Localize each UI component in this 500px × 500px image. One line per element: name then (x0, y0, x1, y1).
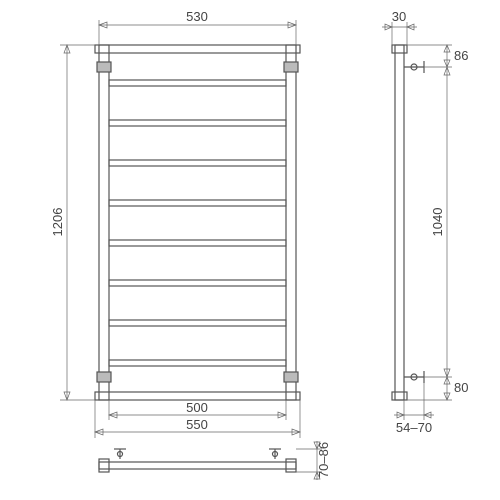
label-1040: 1040 (430, 208, 445, 237)
top-view: 70–86 (99, 441, 331, 480)
dimension-drawing: 530 1206 500 550 (0, 0, 500, 500)
dim-80: 80 (407, 377, 468, 400)
label-70-86: 70–86 (316, 442, 331, 478)
label-86: 86 (454, 48, 468, 63)
bracket-bottom (404, 371, 424, 383)
label-500: 500 (186, 400, 208, 415)
dim-54-70: 54–70 (394, 383, 434, 435)
dim-1206: 1206 (50, 45, 95, 400)
label-80: 80 (454, 380, 468, 395)
side-view: 30 86 1040 80 (382, 9, 468, 435)
dim-1040: 1040 (430, 67, 450, 377)
label-1206: 1206 (50, 208, 65, 237)
bracket-top (404, 61, 424, 73)
label-54-70: 54–70 (396, 420, 432, 435)
dim-30: 30 (382, 9, 417, 45)
label-530: 530 (186, 9, 208, 24)
label-550: 550 (186, 417, 208, 432)
front-view: 530 1206 500 550 (50, 9, 300, 438)
label-30: 30 (392, 9, 406, 24)
rungs (109, 80, 286, 366)
dim-86: 86 (407, 45, 468, 67)
dim-530: 530 (99, 9, 296, 45)
dim-70-86: 70–86 (296, 441, 331, 480)
